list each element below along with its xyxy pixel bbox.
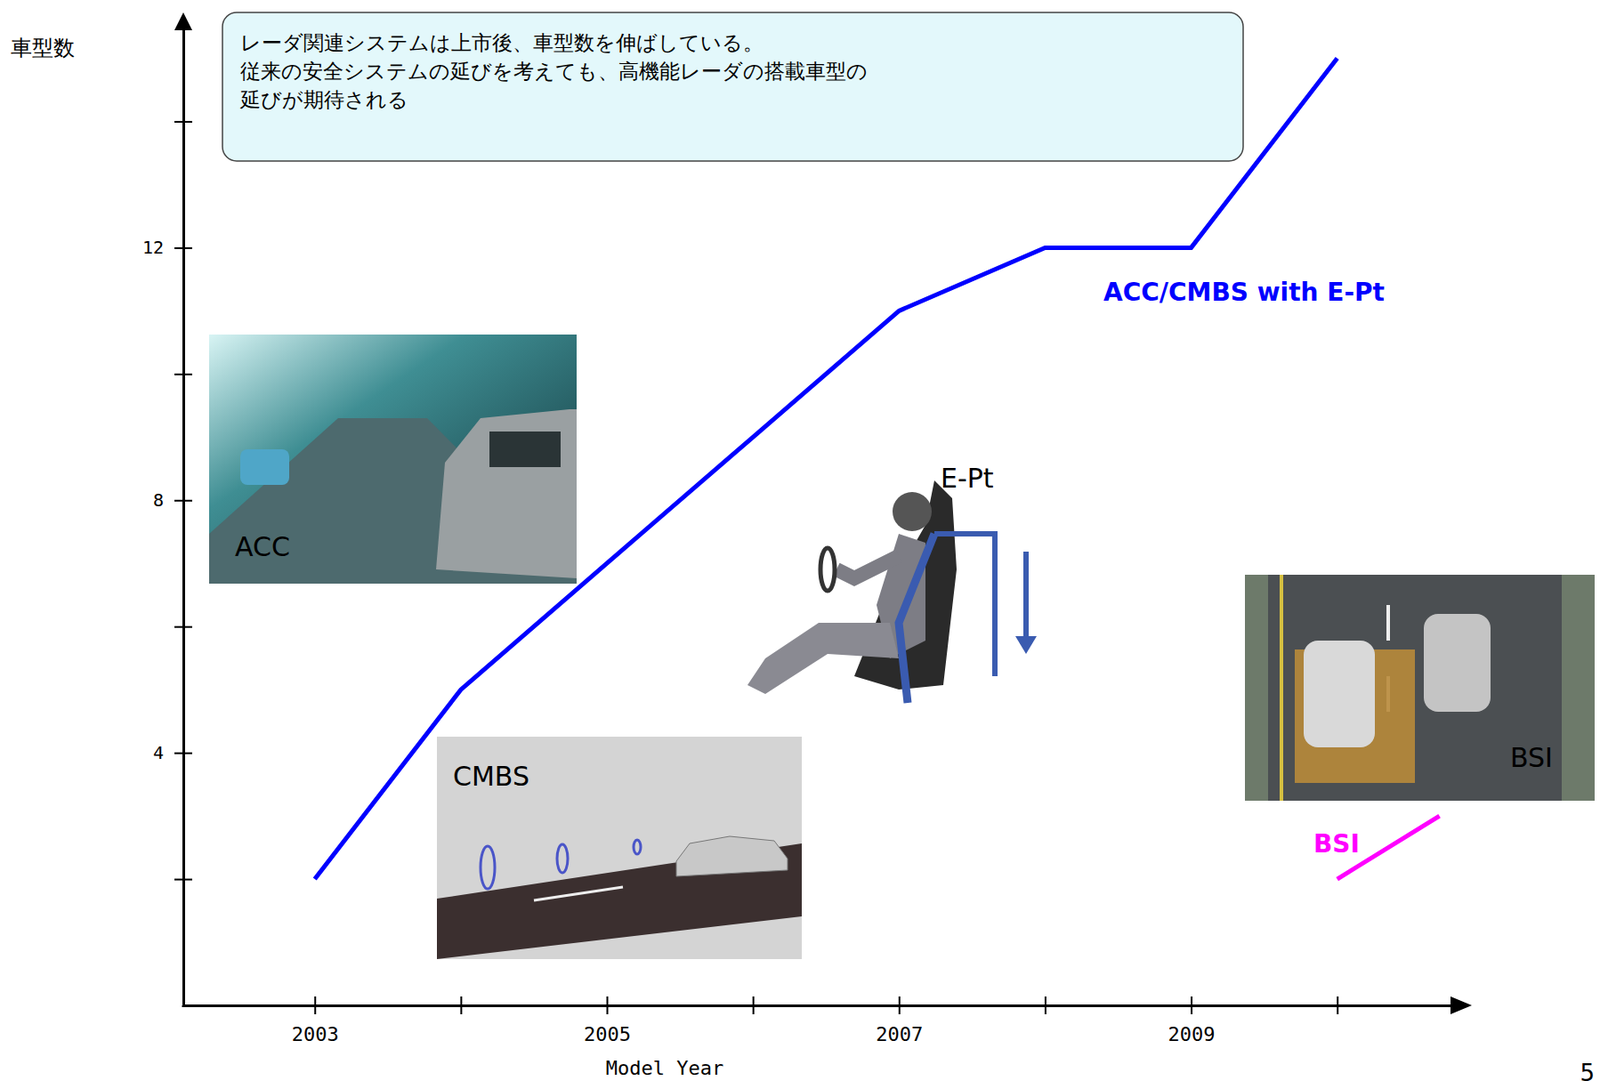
y-tick-mark: [174, 121, 193, 123]
series-line: [315, 57, 1338, 880]
x-tick: [752, 996, 754, 1015]
x-tick-label: 2003: [291, 1023, 340, 1046]
bsi-image: BSI: [1244, 574, 1595, 801]
series-label: BSI: [1313, 829, 1360, 859]
x-tick: 2003: [291, 996, 340, 1046]
x-axis: 2003 2005 2007 2009: [184, 996, 1455, 1046]
y-tick-label: 8: [153, 489, 164, 511]
plot-area: [315, 57, 1440, 880]
x-axis-line: [184, 1004, 1455, 1008]
x-axis-arrow: [1450, 996, 1472, 1015]
y-axis-extension: [182, 1005, 186, 1008]
y-tick: 4: [153, 742, 193, 764]
y-tick: [174, 626, 193, 628]
acc-image: ACC: [209, 334, 577, 584]
y-axis: 4 8 12: [142, 27, 193, 1007]
cmbs-image: CMBS: [436, 736, 802, 960]
x-tick-mark: [752, 996, 755, 1015]
chart: レーダ関連システムは上市後、車型数を伸ばしている。従来の安全システムの延びを考え…: [0, 0, 1600, 1089]
image-label: ACC: [234, 531, 291, 563]
y-tick-mark: [174, 879, 193, 881]
ept-image: E-Pt: [747, 462, 1037, 704]
y-tick-mark: [174, 373, 193, 376]
y-tick: 8: [153, 489, 193, 511]
x-tick: 2005: [583, 996, 631, 1046]
series-label: ACC/CMBS with E-Pt: [1103, 277, 1385, 308]
x-tick-mark: [606, 996, 609, 1015]
annotation: レーダ関連システムは上市後、車型数を伸ばしている。従来の安全システムの延びを考え…: [222, 12, 1244, 162]
x-tick: [1337, 996, 1339, 1015]
y-tick-mark: [174, 247, 193, 250]
y-axis-title: 車型数: [10, 35, 75, 61]
y-tick-label: 4: [153, 742, 164, 764]
y-axis-arrow: [174, 12, 193, 31]
y-tick: [174, 373, 193, 375]
annotation-box: [222, 12, 1244, 162]
annotation-line: 延びが期待される: [239, 88, 409, 112]
y-tick-mark: [174, 752, 193, 755]
x-tick: [460, 996, 462, 1015]
image-label: CMBS: [452, 760, 530, 792]
x-tick-mark: [1336, 996, 1339, 1015]
x-tick-mark: [898, 996, 901, 1015]
annotation-line: 従来の安全システムの延びを考えても、高機能レーダの搭載車型の: [240, 59, 868, 83]
x-tick-mark: [1190, 996, 1193, 1015]
x-tick-mark: [314, 996, 316, 1015]
x-tick: 2009: [1168, 996, 1216, 1046]
y-axis-line: [182, 27, 186, 1007]
page-number: 5: [1579, 1059, 1595, 1087]
y-tick: [174, 121, 193, 122]
y-tick-label: 12: [142, 236, 164, 259]
y-tick-mark: [174, 500, 193, 502]
x-tick-label: 2007: [875, 1023, 923, 1046]
y-tick: [174, 879, 193, 881]
x-tick-label: 2009: [1168, 1023, 1216, 1046]
x-tick-mark: [1044, 996, 1047, 1015]
annotation-line: レーダ関連システムは上市後、車型数を伸ばしている。: [240, 31, 764, 55]
x-tick: [1044, 996, 1046, 1015]
illustrations: ACC CMBS E-Pt BSI: [209, 334, 1595, 960]
image-label: BSI: [1510, 742, 1553, 774]
x-tick-label: 2005: [583, 1023, 631, 1046]
y-tick: 12: [142, 236, 193, 259]
x-axis-title: Model Year: [606, 1057, 724, 1080]
image-label: E-Pt: [940, 462, 994, 494]
x-tick: 2007: [875, 996, 923, 1046]
x-tick-mark: [460, 996, 462, 1015]
y-tick-mark: [174, 626, 193, 629]
